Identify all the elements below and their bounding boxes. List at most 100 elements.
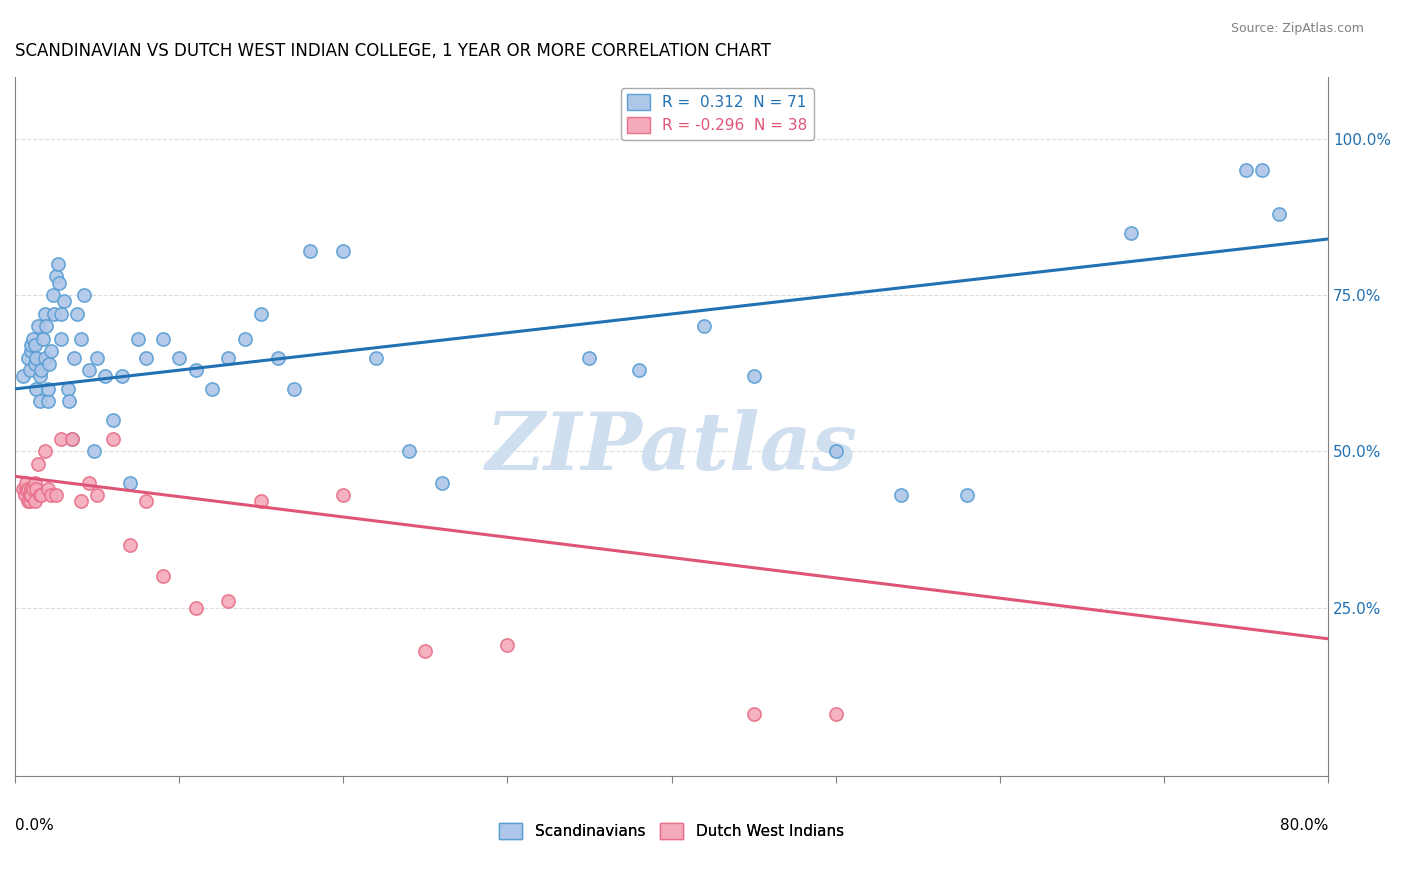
Point — [13, 482, 35, 496]
Point — [86, 351, 108, 365]
Point — [135, 351, 157, 365]
Point — [94, 369, 117, 384]
Point — [24, 494, 46, 508]
Point — [18, 488, 41, 502]
Point — [73, 288, 96, 302]
Point — [217, 594, 239, 608]
Point — [49, 332, 72, 346]
Text: 0.0%: 0.0% — [15, 818, 53, 833]
Point — [299, 244, 322, 259]
Point — [20, 488, 42, 502]
Text: 80.0%: 80.0% — [1279, 818, 1329, 833]
Point — [34, 444, 56, 458]
Point — [201, 382, 224, 396]
Point — [742, 369, 765, 384]
Point — [366, 351, 388, 365]
Point — [63, 351, 86, 365]
Point — [118, 475, 141, 490]
Point — [17, 351, 39, 365]
Point — [37, 394, 59, 409]
Point — [1251, 163, 1274, 178]
Point — [20, 344, 42, 359]
Point — [20, 482, 42, 496]
Point — [233, 332, 256, 346]
Point — [42, 288, 65, 302]
Point — [28, 488, 51, 502]
Point — [332, 244, 354, 259]
Point — [135, 494, 157, 508]
Point — [103, 432, 125, 446]
Point — [83, 444, 105, 458]
Point — [58, 394, 80, 409]
Point — [69, 494, 91, 508]
Point — [578, 351, 600, 365]
Point — [18, 494, 41, 508]
Point — [37, 482, 59, 496]
Point — [34, 307, 56, 321]
Point — [39, 488, 62, 502]
Point — [25, 382, 48, 396]
Point — [49, 432, 72, 446]
Point — [53, 294, 76, 309]
Point — [24, 475, 46, 490]
Point — [77, 363, 100, 377]
Point — [103, 413, 125, 427]
Point — [824, 706, 846, 721]
Point — [13, 369, 35, 384]
Point — [48, 276, 70, 290]
Point — [332, 488, 354, 502]
Point — [415, 644, 437, 658]
Point — [742, 706, 765, 721]
Point — [37, 382, 59, 396]
Point — [1268, 207, 1291, 221]
Point — [890, 488, 912, 502]
Point — [38, 357, 60, 371]
Point — [184, 600, 207, 615]
Point — [30, 363, 52, 377]
Point — [152, 569, 174, 583]
Point — [86, 488, 108, 502]
Point — [27, 319, 49, 334]
Point — [22, 332, 45, 346]
Point — [62, 432, 84, 446]
Point — [127, 332, 149, 346]
Point — [167, 351, 190, 365]
Point — [17, 494, 39, 508]
Text: ZIPatlas: ZIPatlas — [485, 409, 858, 486]
Point — [152, 332, 174, 346]
Point — [14, 488, 37, 502]
Text: SCANDINAVIAN VS DUTCH WEST INDIAN COLLEGE, 1 YEAR OR MORE CORRELATION CHART: SCANDINAVIAN VS DUTCH WEST INDIAN COLLEG… — [15, 42, 770, 60]
Point — [824, 444, 846, 458]
Point — [111, 369, 134, 384]
Point — [430, 475, 453, 490]
Point — [266, 351, 288, 365]
Point — [496, 638, 519, 652]
Point — [956, 488, 979, 502]
Point — [66, 307, 89, 321]
Point — [398, 444, 420, 458]
Point — [45, 488, 67, 502]
Point — [25, 482, 48, 496]
Point — [22, 482, 45, 496]
Point — [28, 369, 51, 384]
Text: Source: ZipAtlas.com: Source: ZipAtlas.com — [1230, 22, 1364, 36]
Point — [1121, 226, 1143, 240]
Point — [39, 344, 62, 359]
Point — [217, 351, 239, 365]
Point — [34, 351, 56, 365]
Point — [184, 363, 207, 377]
Point — [24, 338, 46, 352]
Point — [20, 338, 42, 352]
Point — [35, 319, 58, 334]
Point — [69, 332, 91, 346]
Point — [62, 432, 84, 446]
Point — [18, 363, 41, 377]
Point — [250, 307, 273, 321]
Point — [25, 351, 48, 365]
Point — [77, 475, 100, 490]
Point — [30, 488, 52, 502]
Point — [1234, 163, 1257, 178]
Point — [27, 457, 49, 471]
Legend: Scandinavians, Dutch West Indians: Scandinavians, Dutch West Indians — [494, 817, 849, 846]
Point — [283, 382, 305, 396]
